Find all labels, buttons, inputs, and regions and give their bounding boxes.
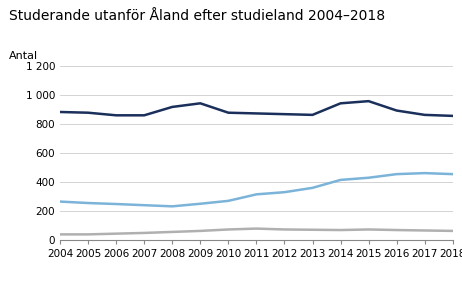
Finland: [366, 176, 371, 179]
Övriga: [225, 228, 231, 231]
Finland: [394, 172, 400, 176]
Finland: [450, 172, 456, 176]
Sverige: [225, 111, 231, 114]
Övriga: [254, 227, 259, 230]
Övriga: [282, 228, 287, 231]
Finland: [113, 202, 119, 206]
Övriga: [366, 228, 371, 231]
Line: Finland: Finland: [60, 173, 453, 206]
Line: Sverige: Sverige: [60, 101, 453, 116]
Sverige: [57, 110, 63, 114]
Övriga: [57, 233, 63, 236]
Övriga: [338, 228, 343, 232]
Sverige: [85, 111, 91, 114]
Sverige: [450, 114, 456, 118]
Finland: [170, 205, 175, 208]
Text: Studerande utanför Åland efter studieland 2004–2018: Studerande utanför Åland efter studielan…: [9, 9, 385, 23]
Sverige: [310, 113, 315, 116]
Sverige: [366, 99, 371, 103]
Finland: [57, 200, 63, 203]
Finland: [85, 201, 91, 205]
Finland: [141, 203, 147, 207]
Finland: [198, 202, 203, 205]
Övriga: [170, 230, 175, 234]
Övriga: [450, 229, 456, 233]
Finland: [225, 199, 231, 203]
Sverige: [422, 113, 427, 116]
Finland: [338, 178, 343, 181]
Sverige: [170, 105, 175, 109]
Sverige: [282, 112, 287, 116]
Sverige: [254, 112, 259, 115]
Sverige: [394, 109, 400, 112]
Sverige: [198, 101, 203, 105]
Övriga: [113, 232, 119, 235]
Finland: [254, 192, 259, 196]
Sverige: [141, 114, 147, 117]
Övriga: [141, 231, 147, 235]
Text: Antal: Antal: [9, 51, 38, 61]
Sverige: [338, 101, 343, 105]
Line: Övriga: Övriga: [60, 229, 453, 234]
Övriga: [310, 228, 315, 231]
Övriga: [422, 229, 427, 232]
Övriga: [85, 233, 91, 236]
Övriga: [394, 228, 400, 232]
Finland: [282, 190, 287, 194]
Övriga: [198, 229, 203, 233]
Sverige: [113, 114, 119, 117]
Finland: [310, 186, 315, 190]
Finland: [422, 171, 427, 175]
